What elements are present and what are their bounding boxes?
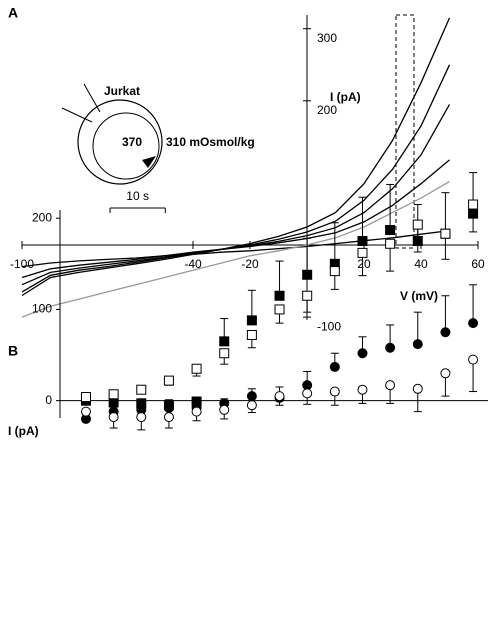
x-tick-label: 40: [414, 257, 428, 271]
y-axis-label: I (pA): [330, 90, 361, 104]
marker: [274, 391, 285, 402]
x-tick-label: 20: [357, 257, 371, 271]
marker: [246, 329, 257, 340]
marker: [468, 354, 479, 365]
marker: [385, 225, 396, 236]
marker: [412, 219, 423, 230]
marker: [440, 368, 451, 379]
y-tick-label: 200: [317, 103, 337, 117]
iv-curve: [21, 104, 451, 286]
marker: [357, 348, 368, 359]
scale-bar-label: 10 s: [126, 189, 149, 203]
marker: [163, 412, 174, 423]
marker: [357, 247, 368, 258]
marker: [329, 361, 340, 372]
marker: [219, 348, 230, 359]
annotation: Jurkat: [104, 84, 140, 98]
dashed-window: [395, 14, 415, 249]
marker: [385, 238, 396, 249]
marker: [302, 269, 313, 280]
iv-curve: [21, 181, 450, 318]
arrow-head: [142, 156, 156, 168]
cell-inner: [92, 112, 160, 180]
marker: [108, 397, 119, 408]
x-tick-label: -40: [184, 257, 202, 271]
marker: [191, 406, 202, 417]
y-axis-label: I (pA): [8, 424, 39, 438]
marker: [80, 406, 91, 417]
iv-curve: [21, 17, 451, 297]
cell-inset: Jurkat 370 310 mOsmol/kg: [61, 83, 255, 185]
marker: [274, 290, 285, 301]
marker: [385, 380, 396, 391]
y-tick-label: 200: [32, 210, 52, 224]
x-tick-label: 60: [471, 257, 485, 271]
marker: [302, 388, 313, 399]
x-tick-label: -20: [241, 257, 259, 271]
marker: [136, 412, 147, 423]
marker: [412, 383, 423, 394]
annotation: 310 mOsmol/kg: [166, 135, 255, 149]
y-tick-label: -100: [317, 319, 341, 333]
marker: [302, 380, 313, 391]
panel-label: B: [8, 343, 18, 359]
marker: [246, 391, 257, 402]
x-tick-label: -100: [10, 257, 34, 271]
x-axis-label: V (mV): [400, 289, 438, 303]
iv-curve: [21, 64, 451, 293]
marker: [108, 412, 119, 423]
marker: [108, 389, 119, 400]
marker: [329, 266, 340, 277]
marker: [191, 363, 202, 374]
annotation: 370: [122, 135, 142, 149]
iv-curve: [21, 159, 450, 279]
iv-curve: [21, 229, 450, 268]
marker: [302, 290, 313, 301]
marker: [274, 304, 285, 315]
marker: [329, 386, 340, 397]
cell-outer: [77, 99, 163, 185]
marker: [357, 384, 368, 395]
marker: [468, 318, 479, 329]
y-tick-label: 0: [45, 393, 52, 407]
y-tick-label: 300: [317, 31, 337, 45]
marker: [468, 199, 479, 210]
marker: [440, 327, 451, 338]
marker: [357, 236, 368, 247]
marker: [163, 402, 174, 413]
pipette: [61, 107, 93, 123]
marker: [219, 404, 230, 415]
panel-label: A: [8, 5, 18, 21]
marker: [385, 342, 396, 353]
marker: [412, 339, 423, 350]
marker: [246, 315, 257, 326]
pipette: [83, 83, 101, 113]
marker: [80, 392, 91, 403]
marker: [163, 375, 174, 386]
marker: [219, 336, 230, 347]
marker: [136, 384, 147, 395]
y-tick-label: 100: [32, 302, 52, 316]
marker: [246, 400, 257, 411]
marker: [440, 228, 451, 239]
